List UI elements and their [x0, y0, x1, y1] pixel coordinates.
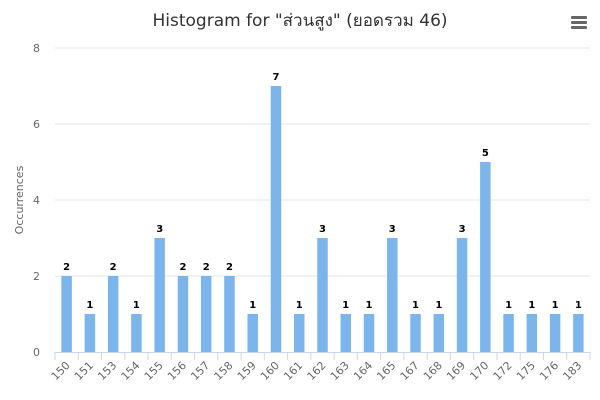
bar-153: [107, 276, 119, 352]
data-label-183: 1: [575, 300, 582, 311]
data-label-165: 3: [389, 224, 396, 235]
bar-169: [456, 238, 468, 352]
bar-160: [270, 86, 282, 352]
data-label-157: 2: [203, 262, 210, 273]
x-tick-label-176: 176: [537, 359, 561, 383]
data-label-168: 1: [435, 300, 442, 311]
bar-172: [503, 314, 514, 352]
data-label-161: 1: [296, 300, 303, 311]
y-tick-label: 2: [33, 270, 40, 283]
x-tick-label-164: 164: [351, 359, 375, 383]
bar-163: [340, 314, 352, 352]
x-tick-label-183: 183: [560, 359, 584, 383]
x-tick-label-161: 161: [281, 359, 305, 383]
data-label-159: 1: [249, 300, 256, 311]
data-label-156: 2: [179, 262, 186, 273]
x-tick-label-175: 175: [514, 359, 538, 383]
data-label-169: 3: [459, 224, 466, 235]
data-label-150: 2: [63, 262, 70, 273]
bar-157: [200, 276, 212, 352]
x-tick-label-157: 157: [188, 359, 212, 383]
data-label-153: 2: [110, 262, 117, 273]
data-label-155: 3: [156, 224, 163, 235]
bar-175: [526, 314, 538, 352]
data-label-162: 3: [319, 224, 326, 235]
bar-151: [84, 314, 96, 352]
x-tick-label-160: 160: [258, 359, 282, 383]
x-tick-label-155: 155: [142, 359, 166, 383]
bar-156: [177, 276, 189, 352]
chart-context-menu-button[interactable]: [568, 12, 590, 32]
bar-168: [433, 314, 445, 352]
data-label-160: 7: [272, 72, 279, 83]
bar-150: [61, 276, 72, 352]
x-tick-label-170: 170: [467, 359, 491, 383]
y-axis-title: Occurrences: [13, 165, 26, 234]
x-tick-label-162: 162: [305, 359, 329, 383]
x-tick-label-153: 153: [95, 359, 119, 383]
x-tick-label-167: 167: [398, 359, 422, 383]
y-tick-label: 4: [33, 194, 40, 207]
bar-167: [410, 314, 421, 352]
bar-183: [573, 314, 584, 352]
bar-164: [363, 314, 375, 352]
x-tick-label-163: 163: [328, 359, 352, 383]
x-tick-label-151: 151: [72, 359, 96, 383]
x-tick-label-150: 150: [49, 359, 73, 383]
data-label-170: 5: [482, 148, 489, 159]
bar-158: [224, 276, 235, 352]
bar-155: [154, 238, 165, 352]
chart-title: Histogram for "ส่วนสูง" (ยอดรวม 46): [152, 11, 448, 31]
x-tick-label-168: 168: [421, 359, 445, 383]
data-label-163: 1: [342, 300, 349, 311]
data-label-172: 1: [505, 300, 512, 311]
bar-159: [247, 314, 258, 352]
x-tick-label-158: 158: [212, 359, 236, 383]
y-tick-label: 6: [33, 118, 40, 131]
bar-154: [131, 314, 142, 352]
x-tick-label-156: 156: [165, 359, 189, 383]
x-tick-label-159: 159: [235, 359, 259, 383]
data-label-175: 1: [528, 300, 535, 311]
data-label-164: 1: [366, 300, 373, 311]
x-tick-label-169: 169: [444, 359, 468, 383]
bar-176: [549, 314, 561, 352]
x-tick-label-154: 154: [118, 359, 142, 383]
bar-162: [317, 238, 328, 352]
bar-161: [293, 314, 305, 352]
data-label-167: 1: [412, 300, 419, 311]
y-tick-label: 8: [33, 42, 40, 55]
bar-165: [387, 238, 398, 352]
data-label-154: 1: [133, 300, 140, 311]
x-tick-label-165: 165: [374, 359, 398, 383]
x-tick-label-172: 172: [491, 359, 515, 383]
bar-170: [480, 162, 491, 352]
data-label-151: 1: [86, 300, 93, 311]
y-tick-label: 0: [33, 346, 40, 359]
data-label-158: 2: [226, 262, 233, 273]
data-label-176: 1: [552, 300, 559, 311]
